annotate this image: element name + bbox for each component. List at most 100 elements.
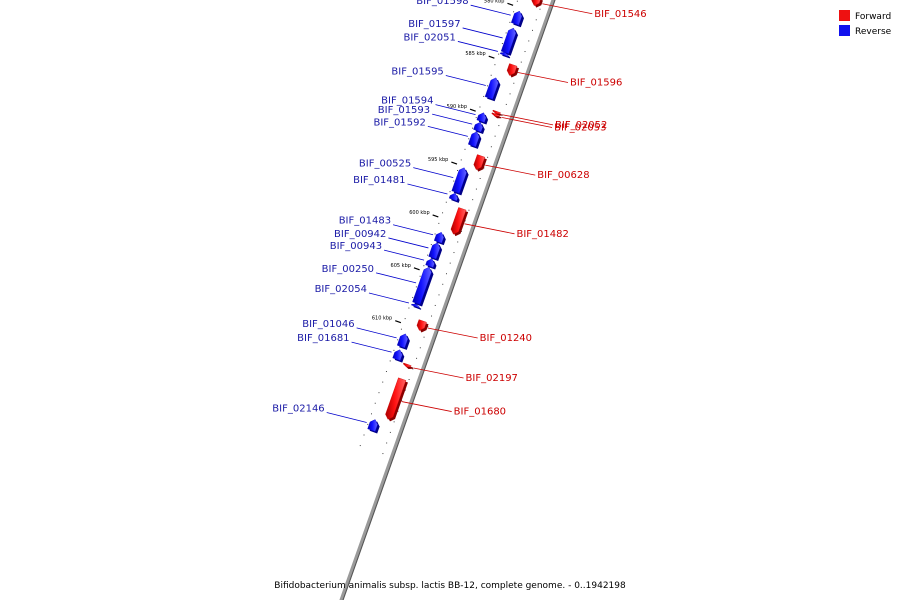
gene-arrow[interactable]	[511, 10, 523, 26]
gene-arrow[interactable]	[500, 27, 517, 55]
gene-label[interactable]: BIF_01592	[373, 117, 425, 128]
gene-arrow[interactable]	[425, 258, 435, 268]
gene-label[interactable]: BIF_01598	[416, 0, 468, 7]
gene-arrow[interactable]	[499, 52, 509, 57]
gene-bif-01594[interactable]: BIF_01594	[381, 96, 489, 125]
gene-label[interactable]: BIF_01593	[378, 105, 430, 116]
gene-bif-01680[interactable]: BIF_01680	[385, 377, 507, 422]
gene-bif-01481[interactable]: BIF_01481	[353, 175, 460, 203]
ruler-minor-dot	[389, 431, 391, 433]
gene-label[interactable]: BIF_02054	[315, 284, 367, 295]
gene-label[interactable]: BIF_01240	[480, 333, 532, 344]
ruler-tick-label: 610 kbp	[372, 316, 392, 322]
gene-arrow[interactable]	[491, 112, 500, 117]
gene-bif-01681[interactable]: BIF_01681	[297, 333, 405, 363]
gene-label[interactable]: BIF_01482	[517, 229, 569, 240]
gene-arrow[interactable]	[416, 319, 427, 331]
gene-bif-01592[interactable]: BIF_01592	[373, 117, 482, 149]
ruler-minor-dot	[423, 336, 425, 338]
gene-arrow[interactable]	[403, 362, 412, 368]
legend-swatch-forward	[839, 10, 850, 21]
gene-label[interactable]: BIF_02051	[403, 32, 455, 43]
gene-bif-00943[interactable]: BIF_00943	[330, 241, 437, 270]
gene-leader-line	[392, 224, 434, 236]
gene-bif-02146[interactable]: BIF_02146	[272, 404, 380, 434]
ruler-minor-dot	[445, 201, 447, 203]
ruler-tick	[451, 161, 458, 165]
gene-arrow[interactable]	[428, 242, 441, 260]
gene-arrow[interactable]	[385, 377, 407, 420]
gene-bif-02053[interactable]: BIF_02053	[491, 112, 607, 134]
gene-label[interactable]: BIF_02053	[554, 122, 606, 133]
legend-label-reverse: Reverse	[855, 27, 892, 37]
ruler-tick	[432, 214, 439, 218]
ruler-minor-dot	[367, 423, 369, 425]
gene-arrow[interactable]	[367, 419, 378, 432]
ruler-minor-dot	[370, 413, 372, 415]
gene-label[interactable]: BIF_01596	[570, 78, 622, 89]
gene-arrow[interactable]	[476, 112, 487, 123]
ruler-minor-dot	[479, 106, 481, 108]
ruler-minor-dot	[453, 252, 455, 254]
gene-bif-01596[interactable]: BIF_01596	[506, 63, 622, 89]
gene-bif-00525[interactable]: BIF_00525	[359, 159, 469, 196]
ruler-minor-dot	[386, 442, 388, 444]
ruler-minor-dot	[430, 244, 432, 246]
gene-arrow[interactable]	[473, 154, 486, 170]
gene-label[interactable]: BIF_01483	[339, 216, 391, 227]
gene-label[interactable]: BIF_01594	[381, 96, 433, 107]
ruler-minor-dot	[520, 61, 522, 63]
gene-arrow[interactable]	[392, 349, 403, 361]
gene-arrow[interactable]	[484, 77, 499, 100]
gene-label[interactable]: BIF_02052	[555, 120, 607, 131]
gene-label[interactable]: BIF_00250	[322, 264, 374, 275]
gene-arrow[interactable]	[451, 167, 467, 194]
gene-label[interactable]: BIF_02146	[272, 404, 324, 415]
gene-arrow[interactable]	[448, 192, 458, 202]
gene-leader-line	[401, 401, 452, 412]
gene-bif-02197[interactable]: BIF_02197	[403, 362, 518, 384]
ruler-minor-dot	[397, 410, 399, 412]
gene-bif-01598[interactable]: BIF_01598	[416, 0, 524, 28]
gene-bif-01483[interactable]: BIF_01483	[339, 216, 446, 246]
gene-arrow[interactable]	[467, 131, 480, 148]
gene-leader-line	[517, 72, 569, 83]
gene-arrow[interactable]	[531, 0, 541, 6]
gene-arrow[interactable]	[412, 266, 432, 305]
ruler-minor-dot	[464, 220, 466, 222]
gene-label[interactable]: BIF_01681	[297, 333, 349, 344]
gene-arrow[interactable]	[473, 122, 483, 133]
gene-bif-02054[interactable]: BIF_02054	[315, 284, 422, 310]
gene-label[interactable]: BIF_01680	[454, 407, 506, 418]
gene-label[interactable]: BIF_01595	[391, 67, 443, 78]
gene-arrow[interactable]	[411, 303, 420, 308]
gene-bif-02052[interactable]: BIF_02052	[492, 109, 608, 131]
gene-label[interactable]: BIF_01597	[408, 19, 460, 30]
gene-bif-02051[interactable]: BIF_02051	[403, 32, 511, 59]
gene-bif-00942[interactable]: BIF_00942	[334, 229, 443, 262]
gene-label[interactable]: BIF_01546	[594, 9, 646, 20]
ruler-minor-dot	[524, 51, 526, 53]
gene-arrow[interactable]	[450, 207, 467, 235]
gene-arrow[interactable]	[506, 63, 518, 76]
gene-label[interactable]: BIF_00628	[537, 170, 589, 181]
gene-label[interactable]: BIF_00525	[359, 159, 411, 170]
gene-bif-00250[interactable]: BIF_00250	[322, 264, 434, 307]
gene-label[interactable]: BIF_00942	[334, 229, 386, 240]
gene-arrow[interactable]	[396, 333, 409, 349]
gene-label[interactable]: BIF_00943	[330, 241, 382, 252]
gene-bif-01595[interactable]: BIF_01595	[391, 67, 501, 102]
gene-label[interactable]: BIF_02197	[466, 373, 518, 384]
gene-bif-01482[interactable]: BIF_01482	[450, 207, 569, 240]
gene-bif-01593[interactable]: BIF_01593	[378, 105, 485, 135]
gene-bif-01240[interactable]: BIF_01240	[416, 319, 532, 344]
gene-arrow[interactable]	[433, 232, 445, 244]
gene-arrow[interactable]	[492, 109, 501, 114]
gene-label[interactable]: BIF_01046	[302, 319, 354, 330]
gene-bif-01597[interactable]: BIF_01597	[408, 19, 518, 56]
gene-bif-01546[interactable]: BIF_01546	[531, 0, 647, 20]
gene-bif-00628[interactable]: BIF_00628	[473, 154, 590, 182]
gene-bif-01046[interactable]: BIF_01046	[302, 319, 410, 350]
gene-label[interactable]: BIF_01481	[353, 175, 405, 186]
